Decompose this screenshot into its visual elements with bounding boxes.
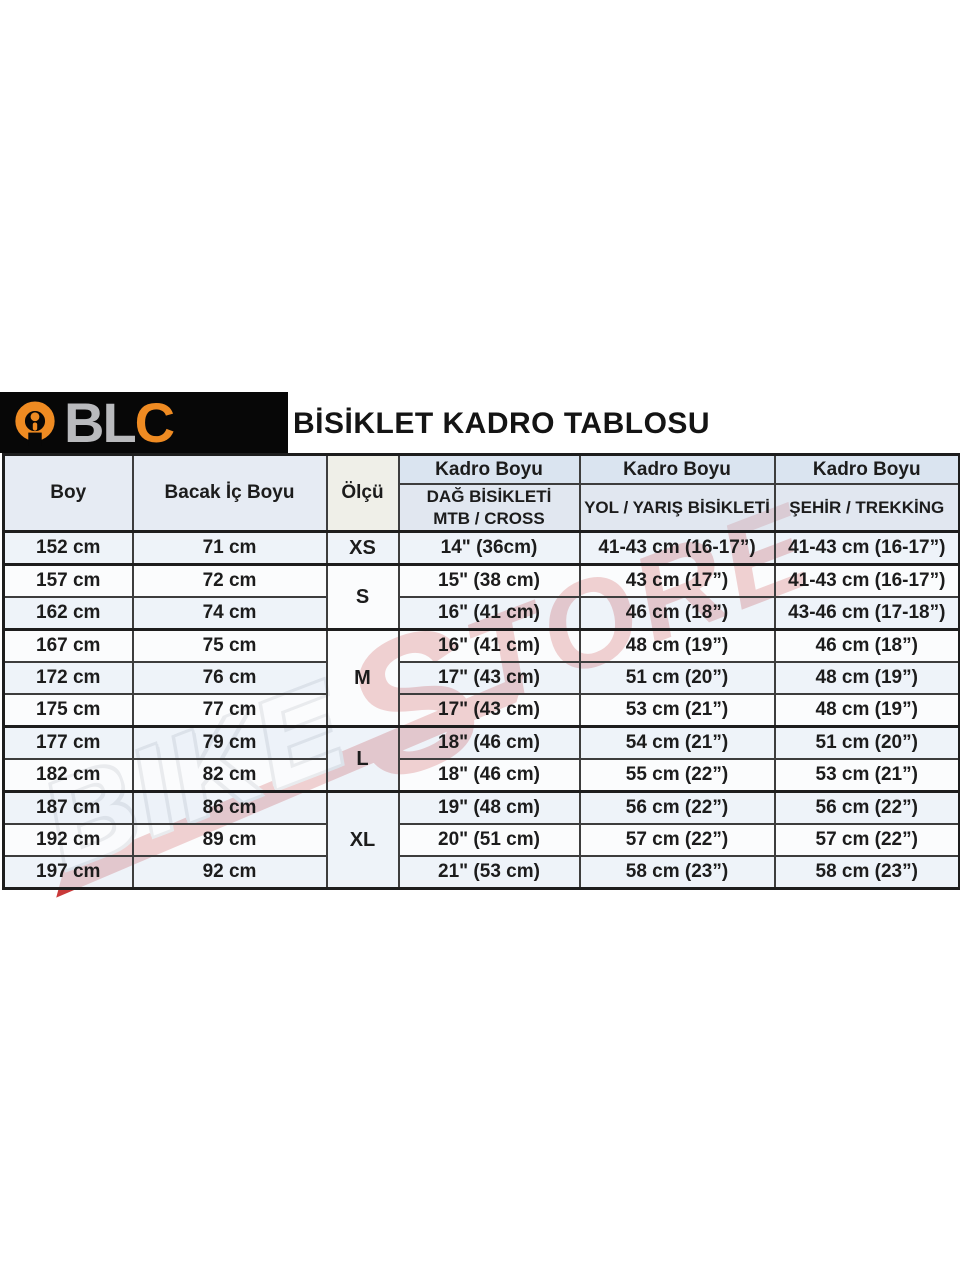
cell-kadro-yol: 48 cm (19”) (578, 628, 776, 663)
cell-boy: 182 cm (2, 758, 134, 793)
cell-olcu: S (325, 563, 400, 631)
cell-kadro-yol: 41-43 cm (16-17”) (578, 530, 776, 566)
blc-ring-icon (15, 400, 55, 446)
cell-kadro-mtb: 21" (53 cm) (397, 855, 581, 890)
cell-kadro-sehir: 41-43 cm (16-17”) (773, 563, 960, 598)
table-row: 167 cm 75 cm M 16" (41 cm) 48 cm (19”) 46 cm … (2, 628, 960, 728)
header-kadro-boyu-mtb: Kadro Boyu (397, 453, 581, 485)
cell-kadro-sehir: 43-46 cm (17-18”) (773, 596, 960, 631)
cell-kadro-yol: 58 cm (23”) (578, 855, 776, 890)
table-row: 177 cm 79 cm L 18" (46 cm) 54 cm (21”) 51 cm … (2, 725, 960, 793)
cell-kadro-mtb: 17" (43 cm) (397, 693, 581, 728)
cell-bacak-ic-boyu: 72 cm (131, 563, 328, 598)
cell-kadro-yol: 54 cm (21”) (578, 725, 776, 760)
cell-kadro-mtb: 18" (46 cm) (397, 758, 581, 793)
table-row: 157 cm 72 cm S 15" (38 cm) 43 cm (17”) 41-43 … (2, 563, 960, 631)
table-row: 175 cm 77 cm 17" (43 cm) 53 cm (21”) 48 cm (… (2, 693, 960, 728)
frame-size-table: Boy Bacak İç Boyu Ölçü Kadro Boyu Kadro … (2, 453, 960, 890)
header-olcu: Ölçü (325, 453, 400, 533)
cell-kadro-sehir: 56 cm (22”) (773, 790, 960, 825)
table-row: 172 cm 76 cm 17" (43 cm) 51 cm (20”) 48 cm (… (2, 661, 960, 695)
subheader-yol-yaris: YOL / YARIŞ BİSİKLETİ (578, 483, 776, 533)
table-row: 187 cm 86 cm XL 19" (48 cm) 56 cm (22”) 56 cm… (2, 790, 960, 890)
cell-kadro-sehir: 41-43 cm (16-17”) (773, 530, 960, 566)
cell-kadro-mtb: 20" (51 cm) (397, 823, 581, 857)
cell-boy: 197 cm (2, 855, 134, 890)
cell-kadro-mtb: 14" (36cm) (397, 530, 581, 566)
header-boy: Boy (2, 453, 134, 533)
table-row: 192 cm 89 cm 20" (51 cm) 57 cm (22”) 57 cm (… (2, 823, 960, 857)
subheader-mtb-line1: DAĞ BİSİKLETİ (426, 487, 552, 507)
brand-bar: BLC (0, 392, 288, 453)
blc-logo: BLC (64, 394, 175, 451)
cell-boy: 152 cm (2, 530, 134, 566)
cell-boy: 175 cm (2, 693, 134, 728)
cell-kadro-yol: 51 cm (20”) (578, 661, 776, 695)
cell-boy: 157 cm (2, 563, 134, 598)
subheader-sehir-trekking: ŞEHİR / TREKKİNG (773, 483, 960, 533)
cell-kadro-sehir: 48 cm (19”) (773, 693, 960, 728)
cell-bacak-ic-boyu: 89 cm (131, 823, 328, 857)
cell-boy: 162 cm (2, 596, 134, 631)
cell-boy: 187 cm (2, 790, 134, 825)
table-body: 152 cm 71 cm XS 14" (36cm) 41-43 cm (16-17”)… (2, 530, 960, 890)
cell-olcu: L (325, 725, 400, 793)
cell-olcu: XS (325, 530, 400, 566)
cell-bacak-ic-boyu: 77 cm (131, 693, 328, 728)
cell-bacak-ic-boyu: 79 cm (131, 725, 328, 760)
cell-boy: 172 cm (2, 661, 134, 695)
cell-boy: 192 cm (2, 823, 134, 857)
table-row: 197 cm 92 cm 21" (53 cm) 58 cm (23”) 58 cm (… (2, 855, 960, 890)
header-kadro-boyu-yol: Kadro Boyu (578, 453, 776, 485)
cell-bacak-ic-boyu: 92 cm (131, 855, 328, 890)
cell-kadro-sehir: 48 cm (19”) (773, 661, 960, 695)
cell-kadro-mtb: 19" (48 cm) (397, 790, 581, 825)
cell-bacak-ic-boyu: 76 cm (131, 661, 328, 695)
table-row: 162 cm 74 cm 16" (41 cm) 46 cm (18”) 43-46 c… (2, 596, 960, 631)
cell-kadro-mtb: 15" (38 cm) (397, 563, 581, 598)
cell-kadro-yol: 56 cm (22”) (578, 790, 776, 825)
logo-text-bl: BL (64, 390, 137, 454)
cell-bacak-ic-boyu: 71 cm (131, 530, 328, 566)
cell-kadro-mtb: 16" (41 cm) (397, 628, 581, 663)
cell-kadro-mtb: 17" (43 cm) (397, 661, 581, 695)
cell-olcu: XL (325, 790, 400, 890)
cell-kadro-yol: 57 cm (22”) (578, 823, 776, 857)
cell-boy: 177 cm (2, 725, 134, 760)
cell-kadro-sehir: 57 cm (22”) (773, 823, 960, 857)
cell-bacak-ic-boyu: 74 cm (131, 596, 328, 631)
cell-bacak-ic-boyu: 82 cm (131, 758, 328, 793)
cell-bacak-ic-boyu: 75 cm (131, 628, 328, 663)
cell-kadro-yol: 53 cm (21”) (578, 693, 776, 728)
cell-kadro-yol: 43 cm (17”) (578, 563, 776, 598)
cell-olcu: M (325, 628, 400, 728)
cell-kadro-sehir: 46 cm (18”) (773, 628, 960, 663)
cell-kadro-yol: 55 cm (22”) (578, 758, 776, 793)
cell-boy: 167 cm (2, 628, 134, 663)
header-bacak-ic-boyu: Bacak İç Boyu (131, 453, 328, 533)
cell-kadro-yol: 46 cm (18”) (578, 596, 776, 631)
cell-kadro-sehir: 51 cm (20”) (773, 725, 960, 760)
table-row: 182 cm 82 cm 18" (46 cm) 55 cm (22”) 53 cm (… (2, 758, 960, 793)
subheader-mtb-cross: DAĞ BİSİKLETİ MTB / CROSS (397, 483, 581, 533)
cell-kadro-sehir: 58 cm (23”) (773, 855, 960, 890)
cell-bacak-ic-boyu: 86 cm (131, 790, 328, 825)
cell-kadro-mtb: 18" (46 cm) (397, 725, 581, 760)
table-row: 152 cm 71 cm XS 14" (36cm) 41-43 cm (16-17”)… (2, 530, 960, 566)
page-title: BİSİKLET KADRO TABLOSU (293, 407, 711, 440)
cell-kadro-mtb: 16" (41 cm) (397, 596, 581, 631)
table-header: Boy Bacak İç Boyu Ölçü Kadro Boyu Kadro … (2, 453, 960, 533)
logo-text-c: C (134, 390, 175, 454)
cell-kadro-sehir: 53 cm (21”) (773, 758, 960, 793)
header-kadro-boyu-sehir: Kadro Boyu (773, 453, 960, 485)
subheader-mtb-line2: MTB / CROSS (433, 508, 545, 528)
